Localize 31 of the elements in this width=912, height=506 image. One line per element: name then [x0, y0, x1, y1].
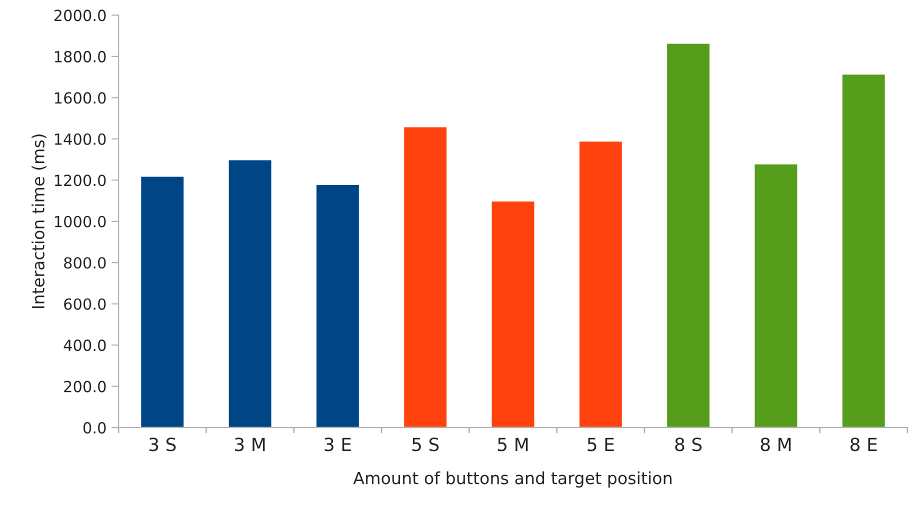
y-tick-label: 600.0 — [64, 298, 106, 310]
y-tick-label: 0.0 — [83, 422, 106, 434]
bar — [490, 200, 536, 428]
x-tick-label: 8 M — [760, 438, 791, 452]
bar — [841, 73, 886, 428]
y-axis-title: Interaction time (ms) — [32, 134, 46, 308]
bar — [578, 140, 624, 428]
x-tick-label: 3 M — [235, 438, 265, 452]
bar — [140, 175, 185, 428]
x-tick-label: 5 M — [498, 438, 528, 452]
bar — [227, 158, 273, 428]
x-tick-label: 3 S — [149, 438, 176, 452]
x-axis-title: Amount of buttons and target position — [353, 471, 672, 488]
x-tick-label: 8 E — [850, 438, 877, 452]
bar — [402, 126, 448, 428]
x-tick-label: 8 S — [675, 438, 702, 452]
y-tick-label: 1600.0 — [54, 92, 106, 104]
x-tick-label: 5 E — [588, 438, 614, 452]
x-tick-label: 3 E — [324, 438, 351, 452]
y-tick-label: 1800.0 — [54, 50, 106, 62]
bar — [315, 184, 360, 428]
y-tick-label: 2000.0 — [54, 10, 106, 22]
bar — [666, 42, 711, 428]
y-tick-label: 1400.0 — [54, 133, 106, 145]
y-tick-label: 200.0 — [64, 380, 106, 392]
bar — [753, 162, 799, 428]
y-tick-label: 800.0 — [64, 257, 106, 269]
y-tick-label: 400.0 — [64, 340, 106, 352]
y-tick-label: 1200.0 — [54, 174, 106, 186]
y-tick-label: 1000.0 — [54, 216, 106, 228]
x-tick-label: 5 S — [412, 438, 439, 452]
